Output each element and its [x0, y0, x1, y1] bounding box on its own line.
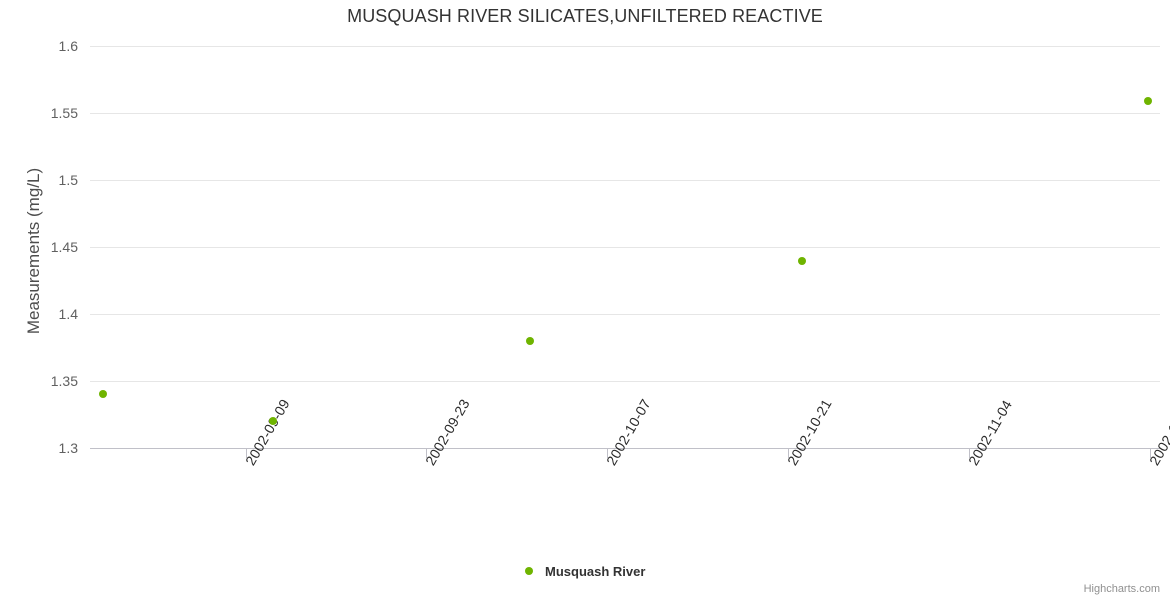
legend-item-label: Musquash River — [545, 564, 646, 580]
data-point[interactable] — [798, 257, 806, 265]
y-axis-tick-label: 1.35 — [50, 373, 78, 389]
data-point[interactable] — [1144, 97, 1152, 105]
chart-title: MUSQUASH RIVER SILICATES,UNFILTERED REAC… — [347, 6, 823, 26]
gridline — [90, 381, 1160, 382]
x-axis-line — [90, 448, 1160, 449]
x-axis-tick — [607, 449, 608, 458]
gridline — [90, 180, 1160, 181]
data-point[interactable] — [99, 390, 107, 398]
y-axis-tick-label: 1.55 — [50, 105, 78, 121]
x-axis-tick — [426, 449, 427, 458]
legend-marker-icon — [524, 566, 533, 575]
data-point[interactable] — [269, 417, 277, 425]
x-axis-tick — [788, 449, 789, 458]
x-axis-tick — [969, 449, 970, 458]
data-point[interactable] — [526, 337, 534, 345]
y-axis-tick-label: 1.45 — [50, 239, 78, 255]
gridline — [90, 247, 1160, 248]
highcharts-credits[interactable]: Highcharts.com — [1083, 583, 1160, 595]
plot-area — [90, 46, 1160, 449]
chart-legend: Musquash River — [0, 563, 1170, 581]
x-axis-tick — [246, 449, 247, 458]
gridline — [90, 113, 1160, 114]
y-axis-tick-label: 1.3 — [58, 440, 78, 456]
y-axis-tick-label: 1.6 — [58, 38, 78, 54]
y-axis-tick-label: 1.5 — [58, 172, 78, 188]
y-axis-tick-label: 1.4 — [58, 306, 78, 322]
legend-item-musquash-river[interactable]: Musquash River — [524, 563, 646, 581]
gridline — [90, 46, 1160, 47]
x-axis-tick — [1150, 449, 1151, 458]
gridline — [90, 314, 1160, 315]
